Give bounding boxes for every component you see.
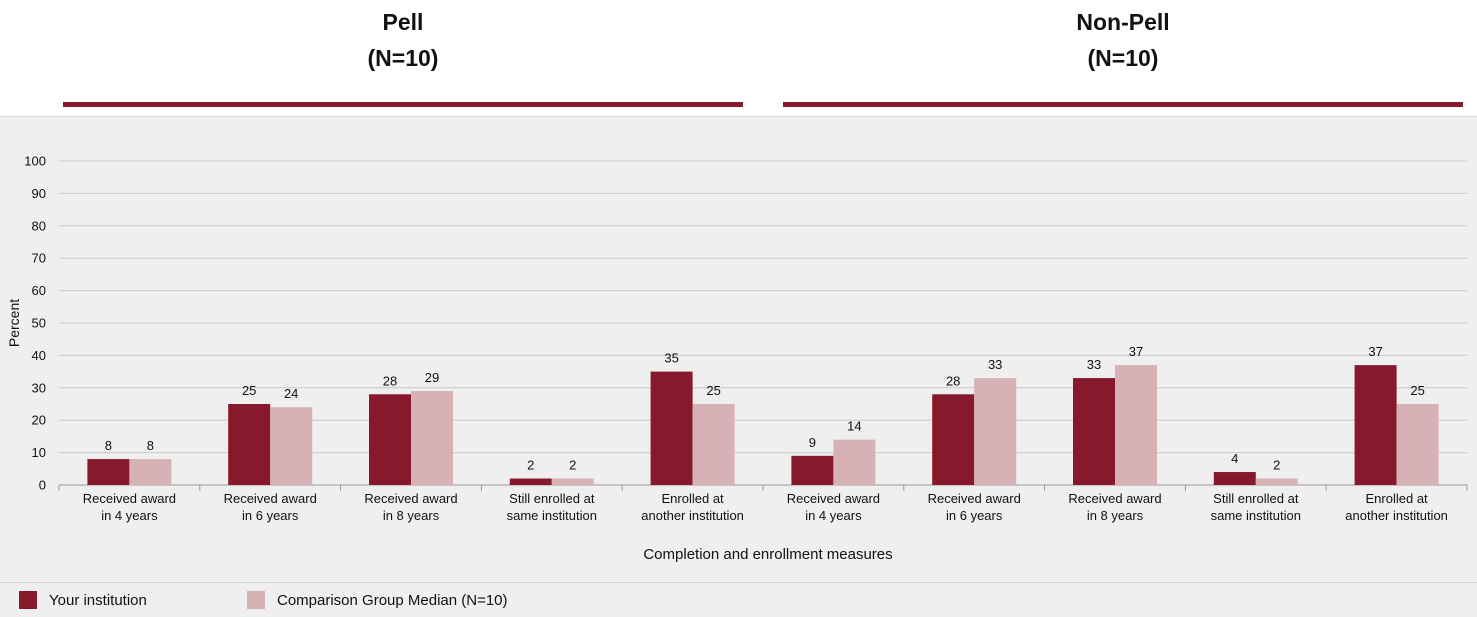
bar-chart: 0 10 20 30 40 50 60 70 80 90 100 Percent 8 8 Received … bbox=[6, 154, 1468, 563]
legend: Your institution Comparison Group Median… bbox=[0, 582, 1477, 617]
x-tick-label-5-0: Received award bbox=[787, 491, 880, 506]
data-label-institution-2: 28 bbox=[383, 373, 397, 388]
x-tick-label-7-0: Received award bbox=[1068, 491, 1161, 506]
legend-item-comparison: Comparison Group Median (N=10) bbox=[247, 591, 508, 609]
x-tick-label-2-1: in 8 years bbox=[383, 508, 440, 523]
data-label-comparison-6: 33 bbox=[988, 357, 1002, 372]
bar-institution-8 bbox=[1213, 472, 1256, 485]
data-label-comparison-0: 8 bbox=[147, 438, 154, 453]
data-label-institution-7: 33 bbox=[1087, 357, 1101, 372]
y-tick-label-20: 20 bbox=[32, 413, 46, 428]
bar-comparison-3 bbox=[551, 478, 594, 485]
data-label-comparison-7: 37 bbox=[1129, 344, 1143, 359]
pell-group-subtitle: (N=10) bbox=[367, 45, 439, 71]
pell-group-header: Pell (N=10) bbox=[63, 0, 743, 114]
x-tick-label-8-1: same institution bbox=[1211, 508, 1301, 523]
nonpell-group-subtitle: (N=10) bbox=[1087, 45, 1159, 71]
bar-comparison-4 bbox=[692, 404, 735, 485]
x-tick-label-0-0: Received award bbox=[83, 491, 176, 506]
bar-institution-3 bbox=[509, 478, 552, 485]
nonpell-group-rule bbox=[783, 102, 1463, 107]
pell-group-rule bbox=[63, 102, 743, 107]
y-axis-label: Percent bbox=[6, 299, 22, 347]
legend-label-comparison: Comparison Group Median (N=10) bbox=[277, 591, 508, 609]
data-label-comparison-5: 14 bbox=[847, 419, 861, 434]
data-label-institution-0: 8 bbox=[105, 438, 112, 453]
legend-swatch-institution bbox=[19, 591, 37, 609]
y-tick-label-80: 80 bbox=[32, 218, 46, 233]
bar-comparison-1 bbox=[270, 407, 313, 485]
bar-comparison-5 bbox=[833, 439, 876, 485]
bar-institution-5 bbox=[791, 455, 834, 485]
chart-panel: 0 10 20 30 40 50 60 70 80 90 100 Percent 8 8 Received … bbox=[0, 116, 1477, 583]
x-tick-label-9-1: another institution bbox=[1345, 508, 1448, 523]
y-tick-label-100: 100 bbox=[24, 154, 46, 169]
bar-institution-0 bbox=[87, 459, 130, 485]
data-label-comparison-4: 25 bbox=[706, 383, 720, 398]
data-label-institution-5: 9 bbox=[809, 435, 816, 450]
data-label-institution-9: 37 bbox=[1368, 344, 1382, 359]
x-tick-label-0-1: in 4 years bbox=[101, 508, 158, 523]
bar-institution-6 bbox=[932, 394, 975, 485]
x-tick-label-3-1: same institution bbox=[507, 508, 597, 523]
bar-institution-7 bbox=[1073, 378, 1115, 485]
data-label-institution-6: 28 bbox=[946, 373, 960, 388]
bar-comparison-8 bbox=[1255, 478, 1298, 485]
pell-group-title: Pell bbox=[382, 9, 424, 35]
x-tick-label-1-0: Received award bbox=[224, 491, 317, 506]
bar-institution-1 bbox=[228, 404, 271, 485]
x-tick-label-6-0: Received award bbox=[928, 491, 1021, 506]
data-label-institution-8: 4 bbox=[1231, 451, 1238, 466]
y-tick-label-50: 50 bbox=[32, 316, 46, 331]
bar-institution-9 bbox=[1354, 365, 1397, 485]
data-label-institution-1: 25 bbox=[242, 383, 256, 398]
y-tick-label-10: 10 bbox=[32, 445, 46, 460]
data-label-comparison-1: 24 bbox=[284, 386, 298, 401]
data-label-comparison-2: 29 bbox=[425, 370, 439, 385]
bar-institution-2 bbox=[369, 394, 411, 485]
data-label-comparison-9: 25 bbox=[1410, 383, 1424, 398]
bar-comparison-7 bbox=[1115, 365, 1157, 485]
y-tick-label-0: 0 bbox=[39, 478, 46, 493]
x-tick-label-1-1: in 6 years bbox=[242, 508, 299, 523]
data-label-comparison-3: 2 bbox=[569, 458, 576, 473]
nonpell-group-title: Non-Pell bbox=[1076, 9, 1170, 35]
bar-comparison-2 bbox=[411, 391, 453, 485]
nonpell-group-header: Non-Pell (N=10) bbox=[783, 0, 1463, 114]
y-tick-label-90: 90 bbox=[32, 186, 46, 201]
data-label-institution-3: 2 bbox=[527, 458, 534, 473]
x-tick-label-6-1: in 6 years bbox=[946, 508, 1003, 523]
bar-comparison-6 bbox=[974, 378, 1017, 485]
x-tick-label-4-1: another institution bbox=[641, 508, 744, 523]
legend-item-institution: Your institution bbox=[19, 591, 147, 609]
x-tick-label-9-0: Enrolled at bbox=[1366, 491, 1429, 506]
x-tick-label-2-0: Received award bbox=[364, 491, 457, 506]
y-tick-label-40: 40 bbox=[32, 348, 46, 363]
x-tick-label-4-0: Enrolled at bbox=[662, 491, 725, 506]
bar-comparison-0 bbox=[129, 459, 172, 485]
x-tick-label-8-0: Still enrolled at bbox=[1213, 491, 1299, 506]
x-tick-label-5-1: in 4 years bbox=[805, 508, 862, 523]
legend-label-institution: Your institution bbox=[49, 591, 147, 609]
legend-swatch-comparison bbox=[247, 591, 265, 609]
y-tick-label-70: 70 bbox=[32, 251, 46, 266]
data-label-comparison-8: 2 bbox=[1273, 458, 1280, 473]
y-tick-label-30: 30 bbox=[32, 380, 46, 395]
bar-comparison-9 bbox=[1396, 404, 1439, 485]
data-label-institution-4: 35 bbox=[664, 351, 678, 366]
x-tick-label-3-0: Still enrolled at bbox=[509, 491, 595, 506]
x-tick-label-7-1: in 8 years bbox=[1087, 508, 1144, 523]
bar-institution-4 bbox=[650, 371, 693, 485]
x-axis-label: Completion and enrollment measures bbox=[643, 546, 892, 563]
y-tick-label-60: 60 bbox=[32, 283, 46, 298]
